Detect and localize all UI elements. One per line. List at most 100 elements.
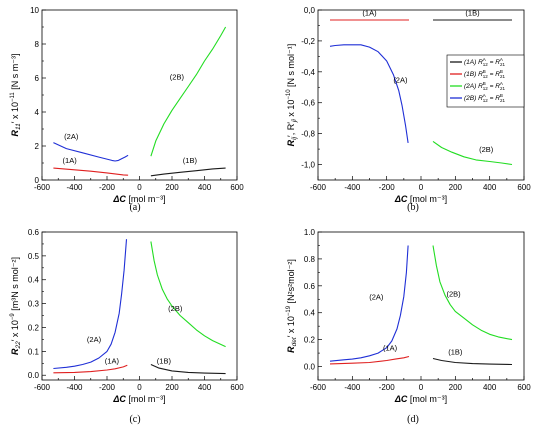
plot-frame [41,231,238,381]
legend-entry-sup: A [483,57,486,62]
x-tick-label: 0 [137,183,142,192]
x-tick-label: 200 [449,383,463,392]
panel-caption: (a) [129,202,140,213]
x-axis-label: ΔC [mol m⁻³] [394,194,447,204]
y-axis-label-text: ′ x 10 [10,102,20,123]
legend-entry-sup-2: A [500,81,503,86]
series-line-2A [53,142,129,162]
curve-annotation: (2A) [64,132,79,141]
y-axis-label-exponent: −9 [10,313,16,321]
curve-annotation: (2B) [479,145,494,154]
legend-entry-text: (2B) R [464,95,483,102]
y-tick-label: -1,0 [301,161,315,170]
chart-c: -600 -400 -200 0 200 400 600 0.0 0.1 0.2 0.3 0.4 0.5… [10,228,244,425]
series-line-1A [53,364,128,374]
y-tick-label: 0 [35,176,40,185]
series-line-1A [53,167,129,176]
y-axis-label-unit: [N s m⁻³] [10,54,20,93]
x-tick-label: -400 [344,383,361,392]
y-axis-label-symbol: R [10,129,20,136]
series-line-2A [329,44,409,143]
panel-caption: (c) [129,414,140,425]
legend-entry-text: (2A) R [464,83,483,90]
legend-entry-sub-2: 21 [500,62,506,67]
x-axis-label: ΔC [mol m⁻³] [112,394,165,404]
y-tick-label: 6 [35,74,40,83]
panel-caption: (d) [407,414,419,425]
y-tick-label: 0.8 [304,255,316,264]
legend-entry-sub: 12 [483,62,489,67]
x-tick-label: -200 [99,383,116,392]
x-tick-label: 200 [165,183,179,192]
y-axis-label-unit: [N²s²mol⁻²] [286,259,296,306]
curve-annotation: (2A) [369,292,384,301]
y-tick-label: 0.1 [28,347,40,356]
legend-entry-mid: = R [488,71,500,78]
y-tick-label: -0,2 [301,37,315,46]
x-axis-label-symbol: ΔC [112,394,126,404]
x-tick-label: -600 [34,183,51,192]
legend-entry-sup-2: A [500,57,503,62]
y-tick-label: 0.0 [304,363,316,372]
x-tick-label: 600 [517,183,531,192]
legend-entry-mid: = R [488,83,500,90]
series-line-1B [432,357,513,366]
x-tick-label: 600 [230,383,244,392]
plot-frame [317,231,525,381]
chart-b: -600 -400 -200 0 200 400 600 -1,0 -0,8 -0,6 -0,4 -0… [286,6,531,213]
x-tick-label: -200 [379,183,396,192]
x-axis-label-symbol: ΔC [394,194,408,204]
series-line-2B [150,241,226,348]
x-axis-label-unit: [mol m⁻³] [126,394,166,404]
legend-entry-mid: = R [488,59,500,66]
x-tick-label: 400 [198,383,212,392]
x-tick-label: -400 [344,183,361,192]
x-tick-label: 600 [517,383,531,392]
series-line-1B [150,167,226,177]
legend-entry: (2B) RA 12 = RB 21 [464,93,505,103]
y-axis-label-exponent: −11 [10,92,16,102]
legend-entry-sup-2: B [500,69,503,74]
y-tick-label: 0.6 [304,282,316,291]
x-axis-label-unit: [mol m⁻³] [126,194,166,204]
y-tick-label: -0,8 [301,130,315,139]
chart-d: -600 -400 -200 0 200 400 600 0.0 0.2 0.4 0.6 0.8 1.0… [286,228,531,425]
y-tick-label: 0.2 [304,336,316,345]
y-tick-label: 2 [35,142,40,151]
x-tick-label: -600 [310,183,327,192]
legend-entry-sup: A [483,93,486,98]
y-axis-label-symbol: R [286,346,296,353]
legend-entry-sub: 12 [483,74,489,79]
y-tick-label: 0.2 [28,323,40,332]
x-tick-label: 400 [483,183,497,192]
legend-entry: (2A) RB 12 = RA 21 [464,81,505,91]
y-tick-label: 4 [35,108,40,117]
series-line-2B [150,26,227,157]
y-axis-label-text: ′, R′ [286,122,296,137]
curve-annotation: (2A) [87,335,102,344]
curve-annotation: (1B) [465,8,480,17]
y-axis-label-text-2: x 10 [286,100,296,120]
y-axis-label-unit: [N s mol⁻¹] [286,44,296,90]
curve-annotation: (1A) [63,156,78,165]
plot-frame [41,9,238,181]
series-line-1A [329,355,410,365]
curve-annotation: (2B) [170,73,185,82]
series-line-2A [329,245,409,362]
legend-entry-sub: 12 [483,98,489,103]
curve-annotation: (2B) [168,304,183,313]
panel-caption: (b) [407,202,419,213]
y-axis-label: Rdet′ x 10−19 [N²s²mol⁻²] [286,259,298,353]
y-axis-label-subscript-2: ji [291,119,298,123]
y-axis-label-subscript: det [291,336,298,346]
y-tick-label: 0.4 [304,309,316,318]
legend-entry: (1A) RA 12 = RA 21 [464,57,505,67]
series-line-2B [432,245,513,341]
curve-annotation: (2B) [447,290,462,299]
x-tick-label: 400 [198,183,212,192]
y-tick-label: -0,6 [301,99,315,108]
x-tick-label: -200 [99,183,116,192]
x-axis-label-symbol: ΔC [394,394,408,404]
y-tick-label: 0,0 [304,6,316,15]
